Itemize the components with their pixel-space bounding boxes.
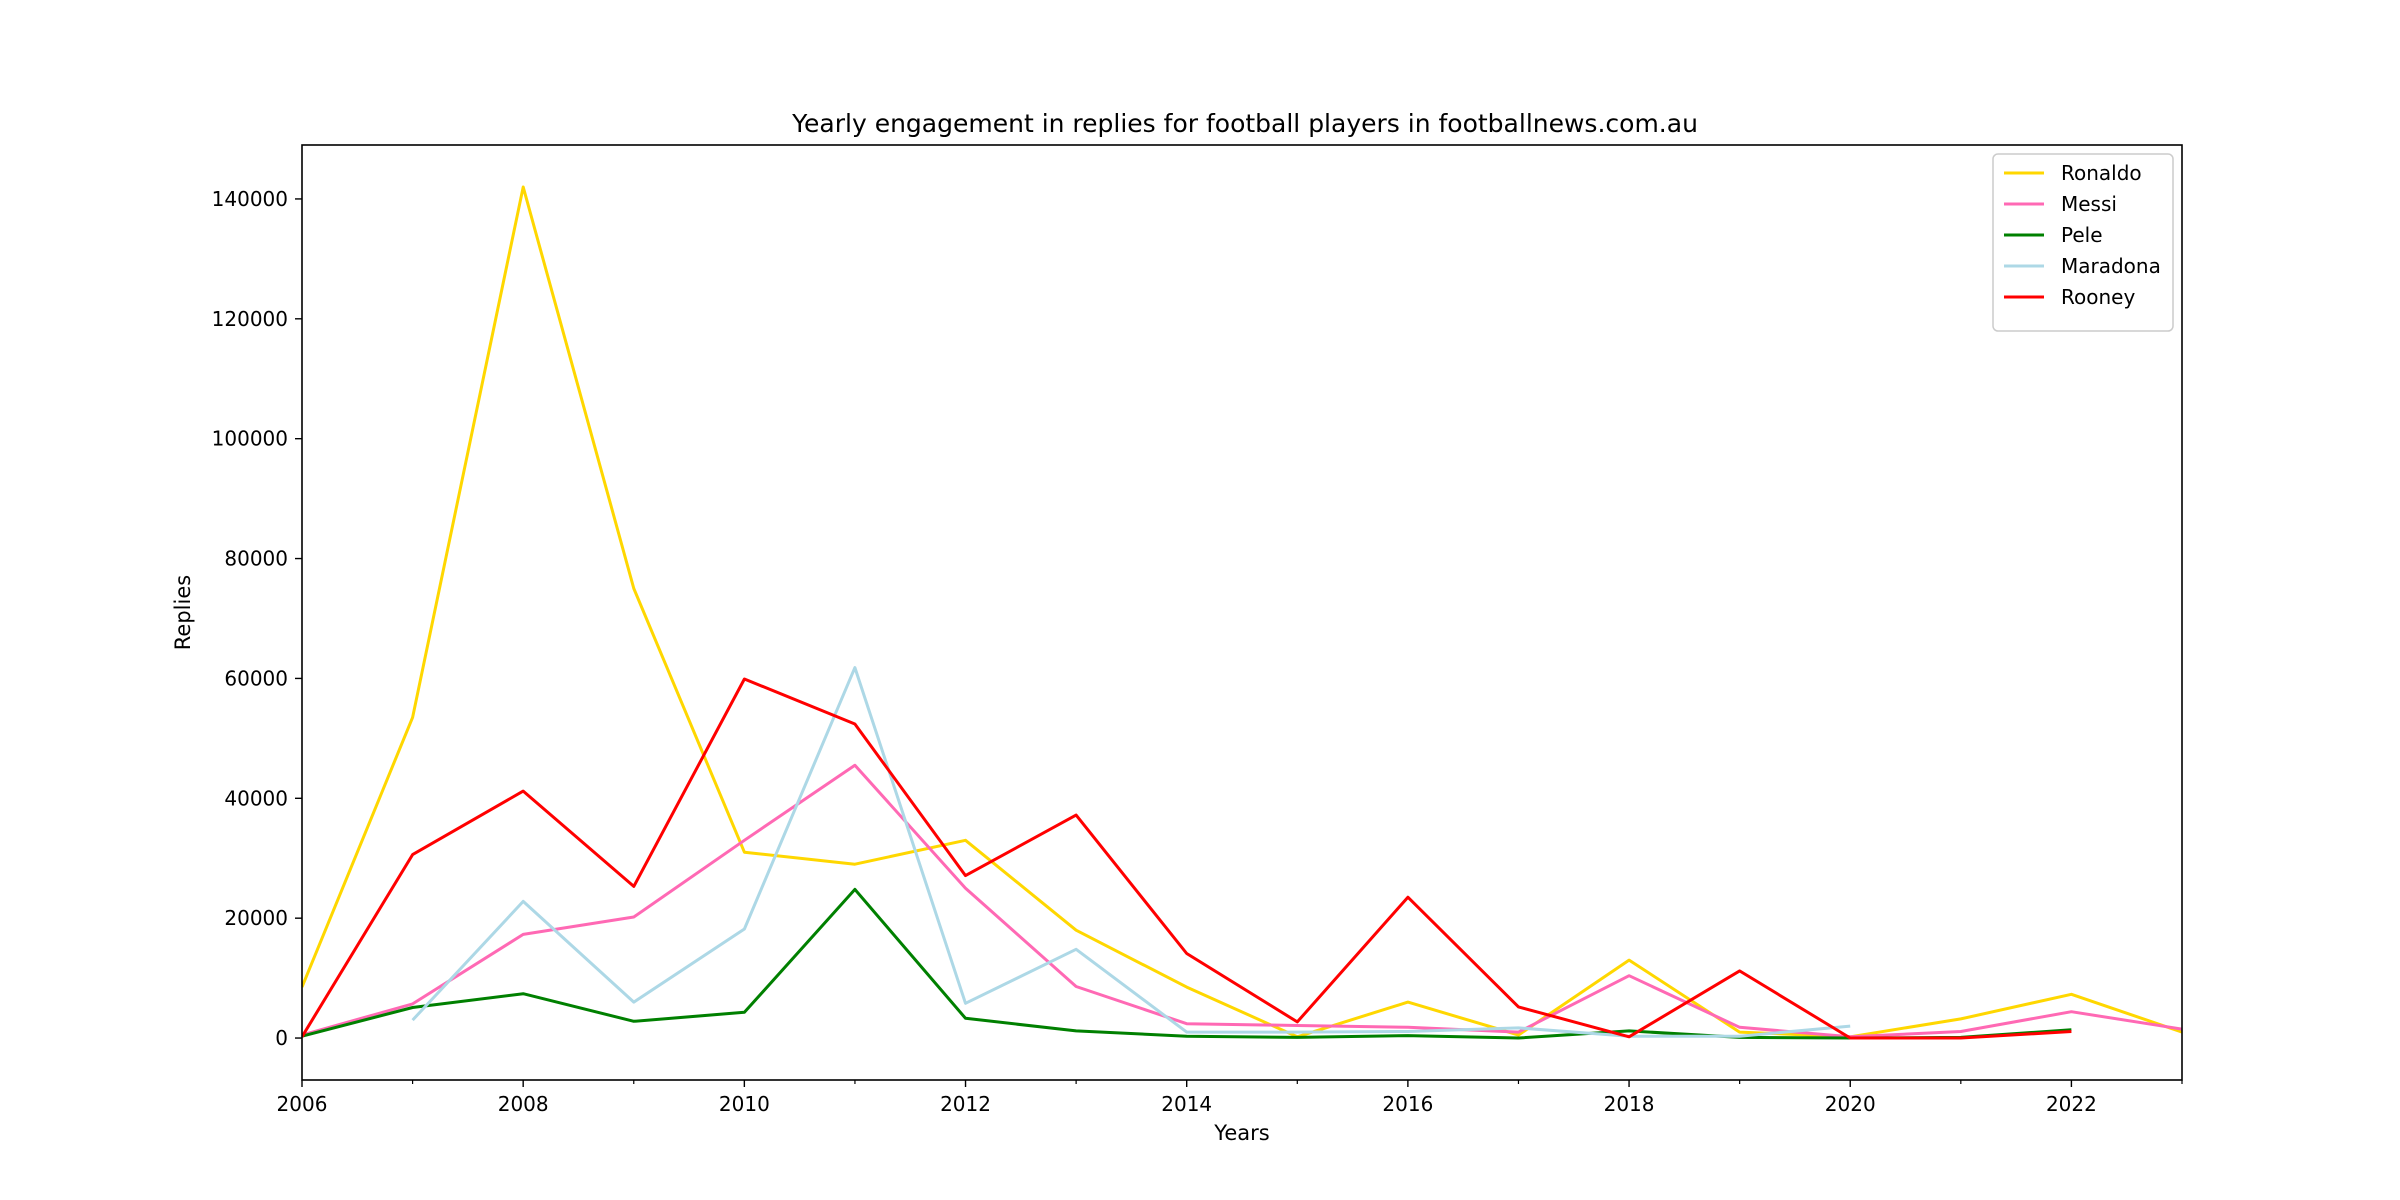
x-tick-label: 2020 (1825, 1092, 1876, 1116)
legend-label-rooney: Rooney (2061, 285, 2135, 309)
legend-label-messi: Messi (2061, 192, 2117, 216)
y-axis: 0 20000 40000 60000 80000 100000 120000 140000 (212, 187, 302, 1050)
y-tick-label: 60000 (224, 666, 288, 690)
legend: Ronaldo Messi Pele Maradona Rooney (1992, 153, 2174, 332)
y-tick-label: 100000 (212, 427, 288, 451)
x-tick-label: 2016 (1382, 1092, 1433, 1116)
series-line-ronaldo (302, 185, 2182, 1039)
y-tick-label: 40000 (224, 786, 288, 810)
x-tick-label: 2008 (498, 1092, 549, 1116)
y-tick-label: 140000 (212, 187, 288, 211)
x-axis: 2006 2008 2010 2012 2014 2016 2018 2020 2022 (277, 1080, 2183, 1116)
legend-box (1992, 153, 2174, 332)
chart-title: Yearly engagement in replies for footbal… (791, 109, 1698, 138)
plot-lines (302, 185, 2182, 1040)
series-line-rooney (302, 677, 2072, 1040)
series-line-maradona (411, 666, 1851, 1038)
y-tick-label: 0 (275, 1026, 288, 1050)
series-line-pele (302, 887, 2072, 1040)
x-axis-label: Years (1213, 1121, 1269, 1145)
x-tick-label: 2014 (1161, 1092, 1212, 1116)
legend-label-maradona: Maradona (2061, 254, 2161, 278)
y-tick-label: 20000 (224, 906, 288, 930)
y-tick-label: 120000 (212, 307, 288, 331)
x-tick-label: 2018 (1604, 1092, 1655, 1116)
x-tick-label: 2012 (940, 1092, 991, 1116)
legend-label-pele: Pele (2061, 223, 2103, 247)
x-tick-label: 2022 (2046, 1092, 2097, 1116)
x-tick-label: 2006 (277, 1092, 328, 1116)
legend-label-ronaldo: Ronaldo (2061, 161, 2142, 185)
plot-frame (301, 144, 2183, 1081)
y-tick-label: 80000 (224, 547, 288, 571)
y-axis-label: Replies (171, 575, 195, 650)
series-line-messi (302, 763, 2182, 1039)
x-tick-label: 2010 (719, 1092, 770, 1116)
